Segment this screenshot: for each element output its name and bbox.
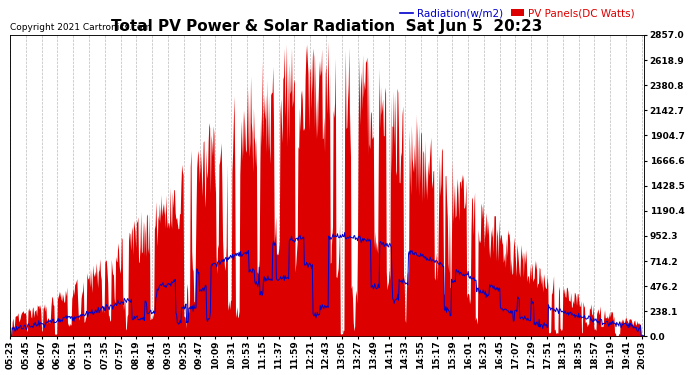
Text: Copyright 2021 Cartronics.com: Copyright 2021 Cartronics.com	[10, 23, 151, 32]
Legend: Radiation(w/m2), PV Panels(DC Watts): Radiation(w/m2), PV Panels(DC Watts)	[396, 4, 639, 22]
Title: Total PV Power & Solar Radiation  Sat Jun 5  20:23: Total PV Power & Solar Radiation Sat Jun…	[111, 19, 543, 34]
